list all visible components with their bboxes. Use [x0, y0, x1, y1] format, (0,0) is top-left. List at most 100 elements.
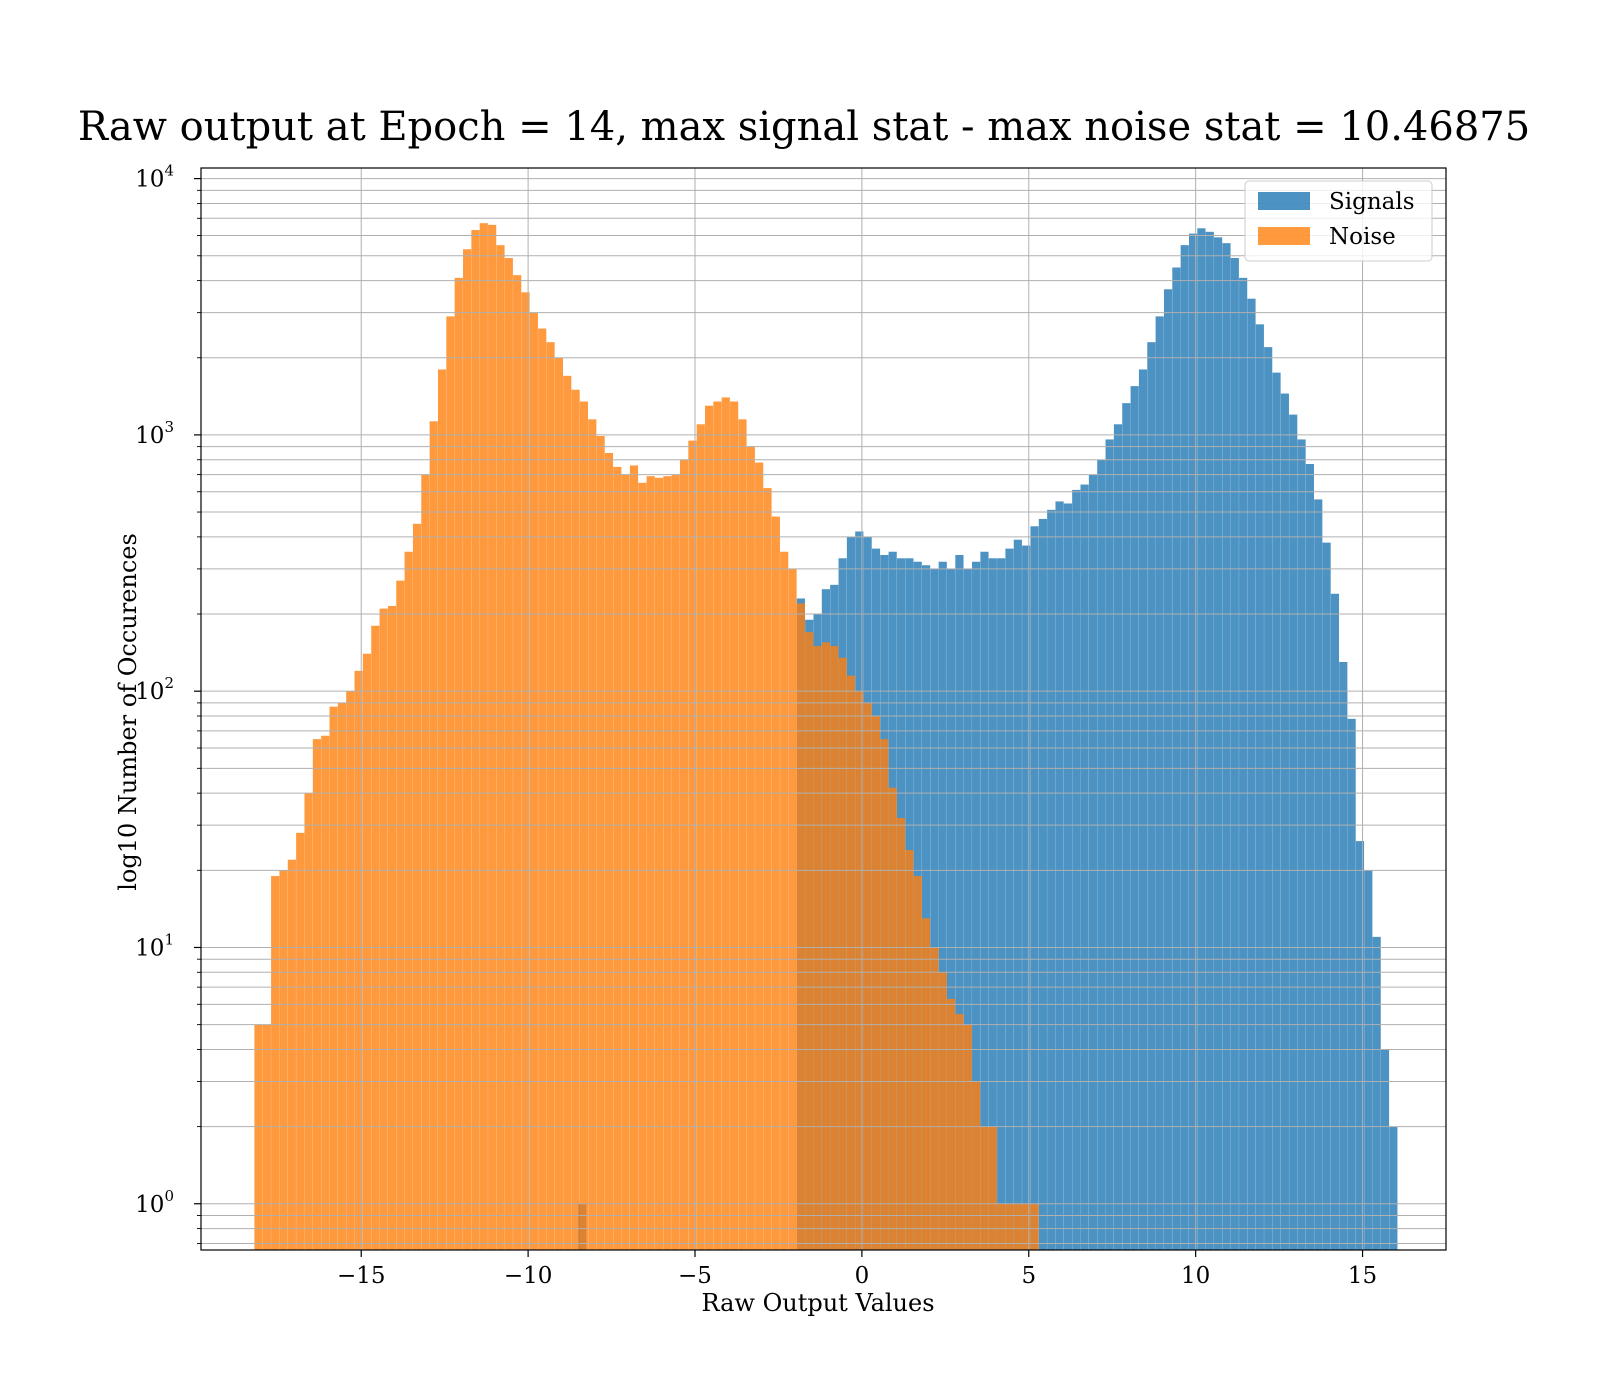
noise-bar — [596, 436, 605, 1250]
x-tick-label: −10 — [504, 1263, 553, 1289]
y-tick-label: 102 — [135, 674, 174, 705]
signals-bar — [1130, 386, 1139, 1250]
bars-layer — [254, 223, 1398, 1251]
noise-bar — [738, 419, 747, 1251]
signals-bar — [1097, 459, 1106, 1251]
noise-bar — [479, 223, 488, 1251]
noise-bar — [805, 632, 814, 1250]
signals-bar — [1030, 526, 1039, 1250]
noise-bar — [713, 401, 722, 1250]
noise-bar — [746, 446, 755, 1250]
signals-bar — [955, 554, 964, 1250]
signals-bar — [938, 561, 947, 1250]
chart-title: Raw output at Epoch = 14, max signal sta… — [78, 104, 1530, 150]
signals-bar — [1155, 316, 1164, 1250]
noise-bar — [838, 657, 847, 1250]
noise-bar — [621, 474, 630, 1251]
x-axis-label: Raw Output Values — [701, 1289, 934, 1317]
noise-bar — [980, 1126, 989, 1250]
signals-bar — [1113, 424, 1123, 1250]
noise-bar — [1022, 1203, 1031, 1250]
noise-bar — [938, 972, 947, 1250]
noise-bar — [371, 625, 380, 1250]
signals-bar — [980, 551, 989, 1250]
signals-bar — [921, 565, 931, 1250]
signals-bar — [1222, 243, 1231, 1250]
signals-bar — [1297, 439, 1306, 1250]
signals-bar — [1314, 499, 1323, 1250]
noise-bar — [830, 646, 839, 1250]
noise-bar — [638, 482, 647, 1251]
signals-bar — [1063, 503, 1072, 1251]
noise-bar — [304, 793, 313, 1250]
noise-bar — [888, 787, 897, 1250]
noise-bar — [287, 859, 296, 1250]
signals-bar — [1197, 228, 1206, 1250]
noise-bar — [696, 424, 705, 1250]
noise-bar — [271, 876, 280, 1250]
noise-bar — [579, 401, 589, 1250]
signals-bar — [963, 568, 972, 1250]
signals-bar — [1264, 347, 1273, 1250]
series-noise — [254, 223, 1039, 1251]
noise-bar — [604, 452, 614, 1251]
signals-bar — [1355, 841, 1365, 1250]
signals-bar — [1013, 539, 1022, 1250]
noise-bar — [788, 568, 797, 1250]
signals-bar — [1005, 548, 1014, 1250]
signals-bar — [1239, 277, 1248, 1251]
signals-bar — [1163, 289, 1173, 1250]
noise-bar — [412, 523, 422, 1250]
grid-layer — [201, 168, 1446, 1250]
noise-bar — [930, 947, 939, 1250]
noise-bar — [1005, 1203, 1014, 1250]
signals-bar — [1305, 463, 1314, 1250]
noise-bar — [362, 653, 372, 1250]
noise-bar — [346, 691, 355, 1250]
signals-bar — [1147, 342, 1156, 1250]
noise-bar — [613, 466, 622, 1250]
noise-bar — [296, 832, 305, 1250]
noise-bar — [429, 421, 438, 1250]
noise-bar — [963, 1024, 972, 1250]
noise-bar — [880, 739, 889, 1250]
signals-bar — [1088, 474, 1098, 1251]
noise-bar — [513, 275, 522, 1250]
noise-bar — [546, 342, 555, 1250]
y-tick-label: 100 — [135, 1187, 174, 1218]
signals-bar — [1188, 233, 1198, 1250]
noise-bar — [730, 401, 739, 1250]
x-tick-label: −15 — [337, 1263, 386, 1289]
x-tick-label: 10 — [1181, 1263, 1210, 1289]
noise-bar — [629, 465, 639, 1250]
plot-area: −15 −10 −5 0 5 10 15 100 101 102 103 104 — [135, 162, 1447, 1289]
signals-bar — [1022, 545, 1031, 1250]
signals-bar — [988, 558, 997, 1250]
noise-bar — [521, 292, 530, 1250]
signals-bar — [1038, 518, 1047, 1250]
noise-bar — [863, 702, 872, 1250]
noise-bar — [563, 375, 572, 1251]
legend-label-noise: Noise — [1329, 224, 1396, 250]
x-tick-label: 5 — [1021, 1263, 1036, 1289]
noise-bar — [721, 397, 730, 1250]
signals-bar — [1339, 661, 1348, 1250]
noise-bar — [321, 735, 330, 1250]
noise-bar — [329, 706, 338, 1250]
noise-bar — [947, 998, 956, 1250]
noise-bar — [387, 605, 397, 1250]
signals-bar — [1347, 718, 1356, 1250]
signals-bar — [1055, 501, 1064, 1250]
noise-bar — [404, 551, 413, 1250]
noise-bar — [813, 646, 822, 1250]
signals-bar — [1172, 267, 1181, 1250]
noise-bar — [663, 476, 672, 1250]
noise-bar — [821, 642, 831, 1250]
x-tick-label: 0 — [855, 1263, 870, 1289]
noise-bar — [262, 1024, 271, 1250]
noise-bar — [896, 818, 906, 1250]
noise-bar — [554, 357, 563, 1250]
legend-label-signals: Signals — [1329, 189, 1415, 215]
noise-bar — [279, 870, 288, 1250]
